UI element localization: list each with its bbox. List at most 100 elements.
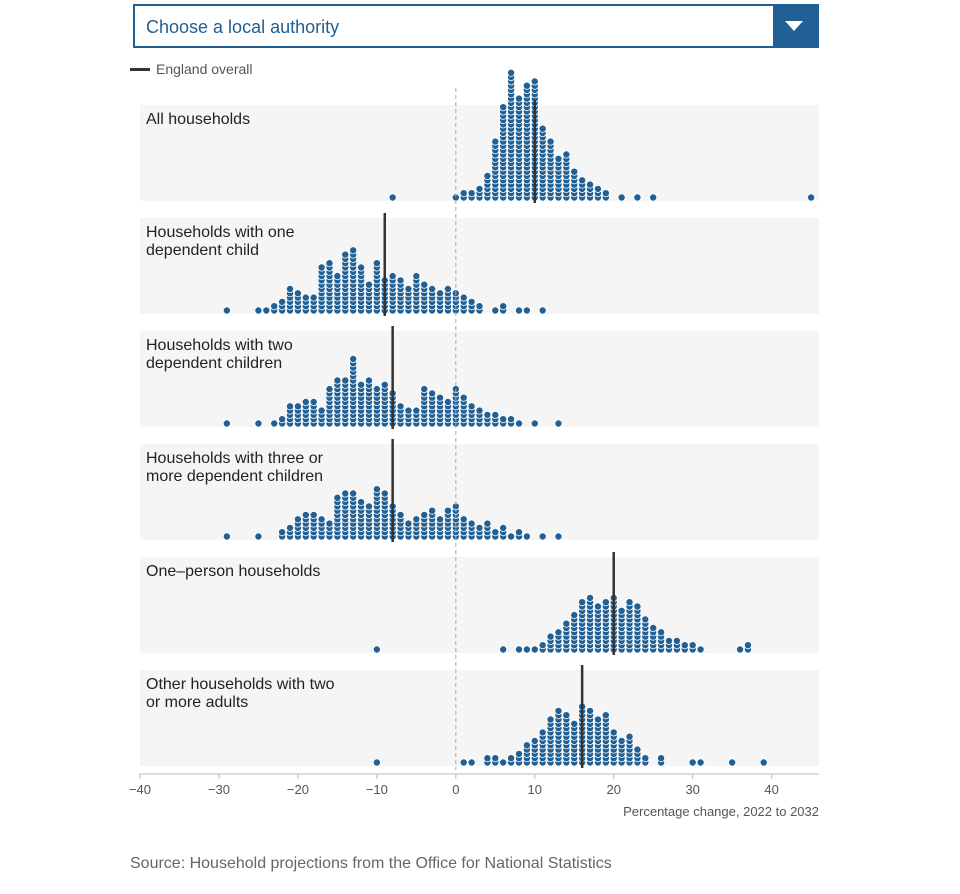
data-point xyxy=(807,193,816,202)
data-point xyxy=(396,402,405,411)
data-point xyxy=(617,737,626,746)
panel-title: dependent children xyxy=(146,355,282,372)
data-point xyxy=(443,506,452,515)
data-point xyxy=(483,410,492,419)
data-point xyxy=(522,306,531,315)
x-axis-title: Percentage change, 2022 to 2032 xyxy=(623,804,819,819)
data-point xyxy=(467,402,476,411)
data-point xyxy=(507,532,516,541)
data-point xyxy=(538,306,547,315)
data-point xyxy=(688,758,697,767)
data-point xyxy=(522,81,531,90)
data-point xyxy=(341,489,350,498)
data-point xyxy=(759,758,768,767)
data-point xyxy=(459,758,468,767)
data-point xyxy=(562,150,571,159)
data-point xyxy=(293,402,302,411)
data-point xyxy=(270,302,279,311)
x-tick-label: −40 xyxy=(129,782,151,797)
data-point xyxy=(372,385,381,394)
data-point xyxy=(483,519,492,528)
data-point xyxy=(514,645,523,654)
data-point xyxy=(420,280,429,289)
data-point xyxy=(475,406,484,415)
data-point xyxy=(309,397,318,406)
data-point xyxy=(270,419,279,428)
data-point xyxy=(349,354,358,363)
data-point xyxy=(491,528,500,537)
panel-background xyxy=(140,218,819,314)
data-point xyxy=(325,385,334,394)
data-point xyxy=(309,293,318,302)
data-point xyxy=(412,406,421,415)
data-point xyxy=(522,741,531,750)
data-point xyxy=(530,419,539,428)
data-point xyxy=(499,103,508,112)
dropdown-toggle-button[interactable] xyxy=(773,6,817,46)
data-point xyxy=(586,706,595,715)
data-point xyxy=(278,415,287,424)
data-point xyxy=(586,180,595,189)
data-point xyxy=(688,641,697,650)
data-point xyxy=(578,598,587,607)
data-point xyxy=(538,728,547,737)
x-tick-label: 10 xyxy=(528,782,542,797)
data-point xyxy=(333,272,342,281)
data-point xyxy=(341,376,350,385)
data-point xyxy=(436,515,445,524)
local-authority-dropdown[interactable]: Choose a local authority xyxy=(133,4,819,48)
data-point xyxy=(507,68,516,77)
data-point xyxy=(499,523,508,532)
data-point xyxy=(333,376,342,385)
data-point xyxy=(491,410,500,419)
data-point xyxy=(625,598,634,607)
data-point xyxy=(657,754,666,763)
data-point xyxy=(420,385,429,394)
data-point xyxy=(364,376,373,385)
data-point xyxy=(570,611,579,620)
x-tick-label: 20 xyxy=(606,782,620,797)
data-point xyxy=(570,719,579,728)
data-point xyxy=(483,171,492,180)
data-point xyxy=(388,193,397,202)
data-point xyxy=(341,250,350,259)
panel-4: One–person households xyxy=(140,552,819,655)
data-point xyxy=(514,749,523,758)
data-point xyxy=(538,124,547,133)
data-point xyxy=(728,758,737,767)
data-point xyxy=(672,636,681,645)
data-point xyxy=(649,624,658,633)
data-point xyxy=(404,406,413,415)
data-point xyxy=(293,289,302,298)
data-point xyxy=(499,645,508,654)
data-point xyxy=(428,284,437,293)
x-tick-label: −30 xyxy=(208,782,230,797)
data-point xyxy=(396,276,405,285)
data-point xyxy=(459,515,468,524)
panel-title: Households with three or xyxy=(146,450,324,467)
x-tick-label: 30 xyxy=(685,782,699,797)
data-point xyxy=(483,754,492,763)
legend-label: England overall xyxy=(156,61,253,77)
data-point xyxy=(301,397,310,406)
data-point xyxy=(530,77,539,86)
data-point xyxy=(459,393,468,402)
data-point xyxy=(664,636,673,645)
data-point xyxy=(475,523,484,532)
panel-title: Households with two xyxy=(146,337,293,354)
data-point xyxy=(514,528,523,537)
source-note: Source: Household projections from the O… xyxy=(130,855,612,872)
data-point xyxy=(349,246,358,255)
data-point xyxy=(286,284,295,293)
data-point xyxy=(459,293,468,302)
panel-background xyxy=(140,557,819,653)
data-point xyxy=(372,645,381,654)
panel-title: or more adults xyxy=(146,694,248,711)
data-point xyxy=(546,715,555,724)
data-point xyxy=(380,489,389,498)
panel-title: All households xyxy=(146,111,250,128)
data-point xyxy=(617,606,626,615)
data-point xyxy=(436,393,445,402)
